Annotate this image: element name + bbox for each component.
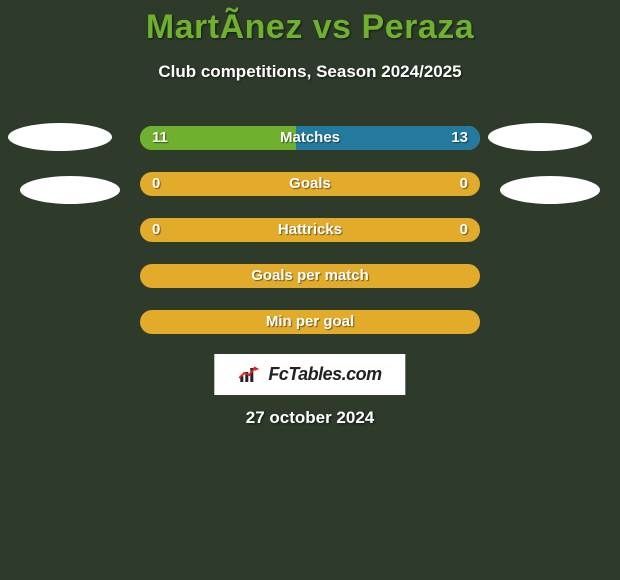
player-right-photo-placeholder — [488, 123, 592, 151]
stat-label: Goals per match — [140, 264, 480, 288]
subtitle: Club competitions, Season 2024/2025 — [0, 62, 620, 82]
brand-chart-icon — [238, 366, 260, 384]
stat-label: Goals — [140, 172, 480, 196]
comparison-infographic: MartÃ­nez vs Peraza Club competitions, S… — [0, 0, 620, 580]
stat-row: 00Goals — [140, 172, 480, 196]
stat-row: 00Hattricks — [140, 218, 480, 242]
stat-label: Hattricks — [140, 218, 480, 242]
stat-row: Goals per match — [140, 264, 480, 288]
brand-text: FcTables.com — [268, 364, 381, 385]
stat-label: Min per goal — [140, 310, 480, 334]
stat-row: 1113Matches — [140, 126, 480, 150]
page-title: MartÃ­nez vs Peraza — [0, 8, 620, 47]
player-right-club-placeholder — [500, 176, 600, 204]
stat-row: Min per goal — [140, 310, 480, 334]
stat-bars: 1113Matches 00Goals 00Hattricks Goals per m… — [140, 126, 480, 356]
stat-label: Matches — [140, 126, 480, 150]
player-left-club-placeholder — [20, 176, 120, 204]
player-left-photo-placeholder — [8, 123, 112, 151]
date-line: 27 october 2024 — [0, 408, 620, 428]
brand-badge: FcTables.com — [214, 354, 405, 395]
